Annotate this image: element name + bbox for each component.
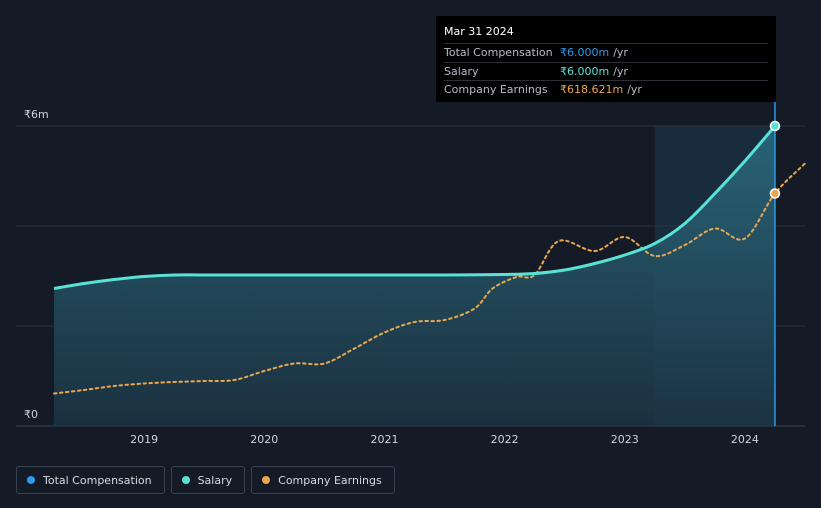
tooltip-label: Company Earnings (444, 83, 548, 96)
earnings-line (53, 162, 806, 395)
legend-item-salary[interactable]: Salary (170, 466, 246, 494)
salary-marker (769, 120, 781, 132)
earnings-marker (769, 188, 781, 199)
tooltip-row-salary: Salary ₹6.000m /yr (444, 61, 768, 81)
legend-dot-icon (27, 476, 35, 484)
salary-line (53, 125, 777, 290)
tooltip-unit: /yr (627, 83, 642, 96)
legend-label: Salary (197, 473, 233, 487)
tooltip-unit: /yr (613, 46, 628, 59)
x-tick-label: 2022 (491, 433, 519, 446)
legend-item-company-earnings[interactable]: Company Earnings (251, 466, 395, 494)
x-tick-label: 2021 (370, 433, 398, 446)
hover-tooltip: Mar 31 2024 Total Compensation ₹6.000m /… (436, 16, 776, 102)
x-tick-label: 2023 (611, 433, 639, 446)
tooltip-value: ₹6.000m (560, 46, 610, 59)
tooltip-label: Salary (444, 64, 479, 78)
tooltip-row-company-earnings: Company Earnings ₹618.621m /yr (444, 80, 768, 99)
y-tick-label: ₹0 (24, 408, 38, 421)
legend-dot-icon (262, 476, 271, 484)
x-tick-label: 2019 (130, 433, 158, 446)
x-tick-label: 2024 (731, 433, 759, 446)
legend-label: Total Compensation (43, 473, 152, 487)
chart-legend: Total Compensation Salary Company Earnin… (16, 466, 395, 494)
tooltip-label: Total Compensation (444, 46, 553, 59)
tooltip-date: Mar 31 2024 (444, 25, 514, 38)
tooltip-row-total-compensation: Total Compensation ₹6.000m /yr (444, 43, 768, 62)
x-tick-label: 2020 (250, 433, 278, 446)
tooltip-value: ₹6.000m (560, 64, 610, 78)
legend-item-total-compensation[interactable]: Total Compensation (16, 466, 165, 494)
tooltip-unit: /yr (613, 64, 628, 78)
legend-dot-icon (181, 476, 190, 484)
y-tick-label: ₹6m (24, 108, 49, 121)
tooltip-value: ₹618.621m (560, 83, 624, 96)
legend-label: Company Earnings (278, 473, 382, 487)
